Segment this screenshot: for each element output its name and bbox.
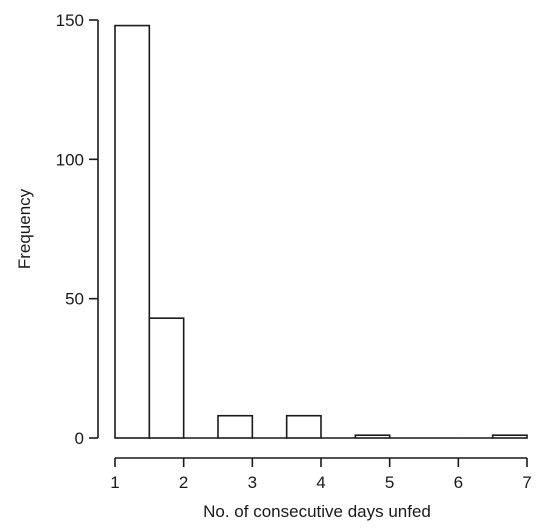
x-tick-label: 7 — [522, 473, 531, 492]
x-tick-label: 4 — [316, 473, 325, 492]
x-tick-label: 6 — [454, 473, 463, 492]
x-tick-label: 2 — [179, 473, 188, 492]
y-tick-label: 150 — [56, 11, 84, 30]
histogram-bar — [217, 414, 254, 439]
x-tick-label: 1 — [110, 473, 119, 492]
histogram-bar — [114, 24, 151, 439]
histogram-bar — [354, 434, 391, 439]
y-tick-label: 100 — [56, 150, 84, 169]
y-axis-label: Frequency — [15, 188, 34, 269]
x-axis: 1 2 3 4 5 6 7 — [110, 457, 532, 492]
histogram-bar — [285, 414, 322, 439]
y-tick-label: 0 — [75, 429, 84, 448]
x-tick-label: 5 — [385, 473, 394, 492]
y-axis: 0 50 100 150 — [56, 11, 99, 448]
y-tick-label: 50 — [65, 290, 84, 309]
x-tick-label: 3 — [248, 473, 257, 492]
x-axis-label: No. of consecutive days unfed — [203, 502, 431, 521]
bars-layer — [114, 24, 528, 439]
histogram-bar — [148, 317, 185, 439]
histogram-bar — [491, 434, 528, 439]
